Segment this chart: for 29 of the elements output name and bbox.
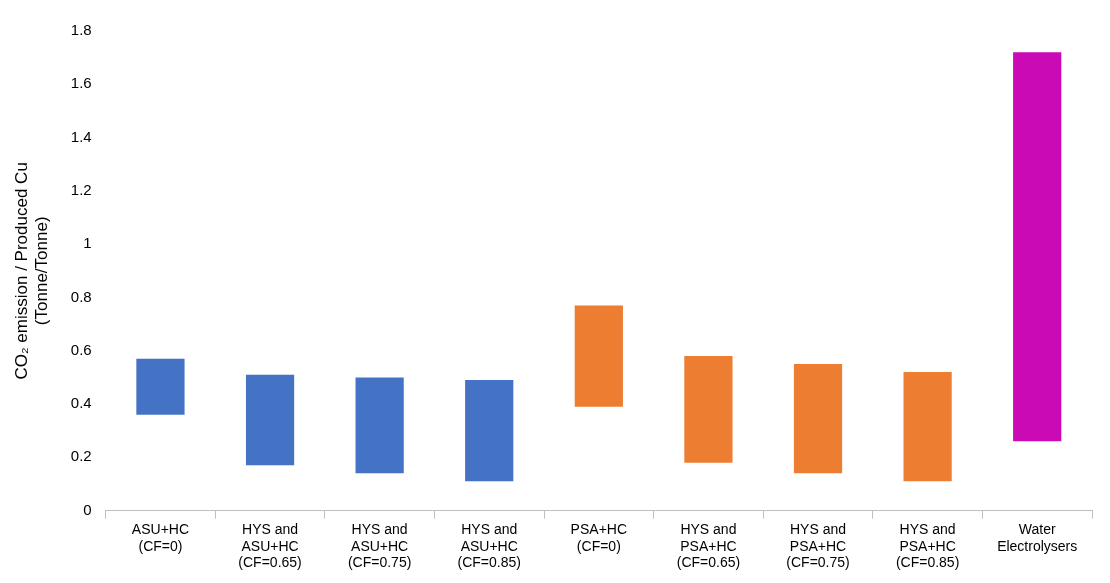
x-tick-label: Water Electrolysers xyxy=(997,520,1078,554)
y-tick-label: 1.4 xyxy=(70,127,92,145)
y-tick-label: 0.8 xyxy=(70,287,92,305)
x-tick-label: ASU+HC (CF=0) xyxy=(131,520,190,554)
x-tick-label: HYS and ASU+HC (CF=0.85) xyxy=(457,520,521,571)
bar xyxy=(903,372,952,482)
bar xyxy=(793,364,843,474)
x-tick-label: HYS and PSA+HC (CF=0.85) xyxy=(895,520,960,571)
bar xyxy=(574,305,623,407)
bar xyxy=(355,377,404,474)
x-tick-label: HYS and PSA+HC (CF=0.65) xyxy=(676,520,741,571)
bar xyxy=(136,358,185,415)
x-tick-label: HYS and ASU+HC (CF=0.65) xyxy=(238,520,302,571)
bar xyxy=(1013,52,1062,442)
y-tick-label: 0.6 xyxy=(70,340,92,358)
y-tick-label: 1.8 xyxy=(70,21,92,39)
bar xyxy=(684,356,733,463)
y-tick-label: 1.2 xyxy=(70,181,92,199)
y-tick-label: 0.4 xyxy=(70,394,92,412)
bar xyxy=(245,374,295,466)
y-tick-label: 1 xyxy=(83,234,92,252)
x-tick-label: HYS and PSA+HC (CF=0.75) xyxy=(786,520,850,571)
y-axis-title: CO₂ emission / Produced Cu (Tonne/Tonne) xyxy=(11,162,52,380)
x-tick-label: HYS and ASU+HC (CF=0.75) xyxy=(347,520,412,571)
y-tick-label: 0 xyxy=(83,500,92,518)
y-tick-label: 1.6 xyxy=(70,74,92,92)
y-tick-label: 0.2 xyxy=(70,447,92,465)
x-tick-label: PSA+HC (CF=0) xyxy=(570,520,628,554)
bar xyxy=(465,380,514,482)
